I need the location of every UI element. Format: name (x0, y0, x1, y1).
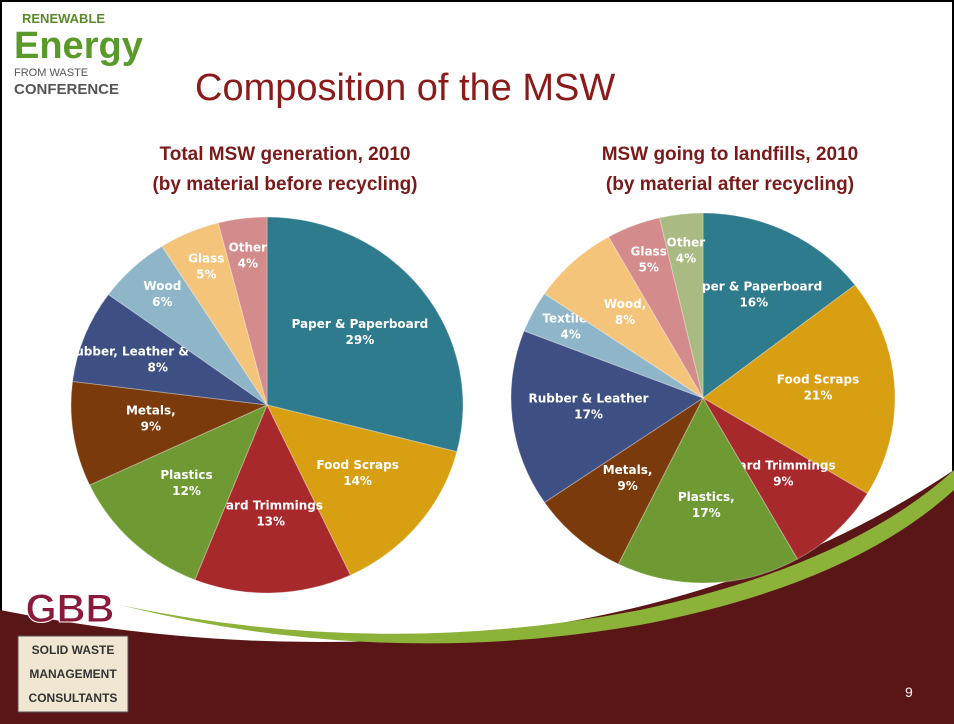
logo-text: MANAGEMENT (29, 667, 117, 681)
slice-label: Glass 5% (188, 251, 224, 281)
slice-value-label: 9% (617, 479, 637, 493)
slice-label: Glass 5% (630, 245, 666, 275)
logo-text: CONSULTANTS (29, 691, 118, 705)
slice-category: Plastics (160, 468, 212, 482)
slice-label: Metals, 9% (126, 404, 176, 434)
slice-label: Paper & Paperboard 16% (685, 279, 822, 309)
pie-slice (543, 396, 705, 565)
logo-bottom: GBB SOLID WASTE MANAGEMENT CONSULTANTS (17, 587, 129, 713)
logo-text: Energy (14, 25, 143, 67)
slice-category: Food Scraps (777, 373, 859, 387)
slice-value-label: 6% (152, 295, 172, 309)
slice-label: Yard Trimmings 9% (730, 459, 836, 489)
slice-label: Yard Trimmings 13% (217, 499, 323, 529)
pie-slice (510, 330, 705, 504)
logo-text: SOLID WASTE (32, 643, 115, 657)
slice-label: Food Scraps 21% (777, 373, 859, 403)
chart-subtitle: (by material after recycling) (606, 174, 854, 195)
slice-value-label: 14% (343, 474, 372, 488)
pie-slice (88, 404, 268, 581)
pie-slice (523, 292, 704, 399)
slice-label: Other 4% (667, 236, 706, 266)
slice-label: Wood, 8% (604, 297, 646, 327)
logo-text: FROM WASTE (14, 67, 88, 79)
slice-category: Paper & Paperboard (292, 317, 429, 331)
slice-value-label: 21% (804, 389, 833, 403)
pie-slice (194, 403, 352, 594)
pie-slice (658, 212, 704, 399)
logo-text: RENEWABLE (22, 11, 105, 26)
slide-title: Composition of the MSW (195, 67, 615, 109)
chart-subtitle: (by material before recycling) (152, 174, 417, 195)
slice-category: Yard Trimmings (217, 499, 323, 513)
slice-category: Glass (188, 251, 224, 265)
slice-label: Rubber & Leather 17% (529, 392, 649, 422)
slice-category: Rubber & Leather (529, 392, 649, 406)
slice-value-label: 8% (147, 360, 167, 374)
slice-value-label: 9% (141, 420, 161, 434)
slice-category: Other (667, 236, 706, 250)
slice-value-label: 13% (256, 515, 285, 529)
slice-value-label: 8% (615, 313, 635, 327)
slice-category: Metals, (126, 404, 176, 418)
pie-slice (702, 212, 856, 399)
pie-slice (543, 236, 704, 399)
slice-category: Yard Trimmings (730, 459, 836, 473)
slice-label: Wood 6% (143, 279, 181, 309)
pie-slice (217, 216, 268, 406)
pie-slice (607, 217, 704, 399)
slice-value-label: 5% (638, 261, 658, 275)
slice-value-label: 17% (692, 506, 721, 520)
slice-category: Glass (630, 245, 666, 259)
slice-value-label: 9% (773, 475, 793, 489)
slice-value-label: 5% (196, 267, 216, 281)
slice-label: Metals, 9% (603, 463, 653, 493)
slice-value-label: 4% (238, 257, 258, 271)
pie-slice (617, 396, 799, 584)
logo-top: RENEWABLE Energy FROM WASTE CONFERENCE (14, 11, 143, 98)
pie-slice (107, 245, 268, 406)
slice-label: Plastics 12% (160, 468, 212, 498)
slice-category: Wood (143, 279, 181, 293)
slice-value-label: 12% (172, 484, 201, 498)
pie-slice (266, 404, 458, 576)
pie-slice (71, 293, 268, 406)
logo-text: CONFERENCE (14, 81, 119, 98)
logo-box (17, 635, 129, 713)
slice-label: Paper & Paperboard 29% (292, 317, 429, 347)
logo-text: GBB (26, 587, 115, 631)
footer-wave (0, 470, 954, 724)
slice-label: Other 4% (229, 241, 268, 271)
slice-value-label: 4% (676, 252, 696, 266)
slice-category: Paper & Paperboard (685, 279, 822, 293)
pie-slice (701, 396, 869, 560)
chart-title: Total MSW generation, 2010 (160, 144, 411, 165)
slice-category: Metals, (603, 463, 653, 477)
pie-slice (161, 222, 268, 406)
slice-category: Other (229, 241, 268, 255)
slice-label: Food Scraps 14% (316, 458, 398, 488)
page-number: 9 (905, 684, 913, 700)
pie-slice (266, 216, 464, 453)
slice-label: Plastics, 17% (678, 490, 735, 520)
slice-category: Plastics, (678, 490, 735, 504)
chart-title: MSW going to landfills, 2010 (602, 144, 859, 165)
pie-slice (70, 380, 269, 486)
pie-slice (702, 284, 896, 495)
slice-value-label: 4% (560, 328, 580, 342)
slice-value-label: 16% (739, 295, 768, 309)
slice-value-label: 29% (346, 333, 375, 347)
slice-category: Wood, (604, 297, 646, 311)
slice-value-label: 17% (574, 408, 603, 422)
slice-category: Food Scraps (316, 458, 398, 472)
